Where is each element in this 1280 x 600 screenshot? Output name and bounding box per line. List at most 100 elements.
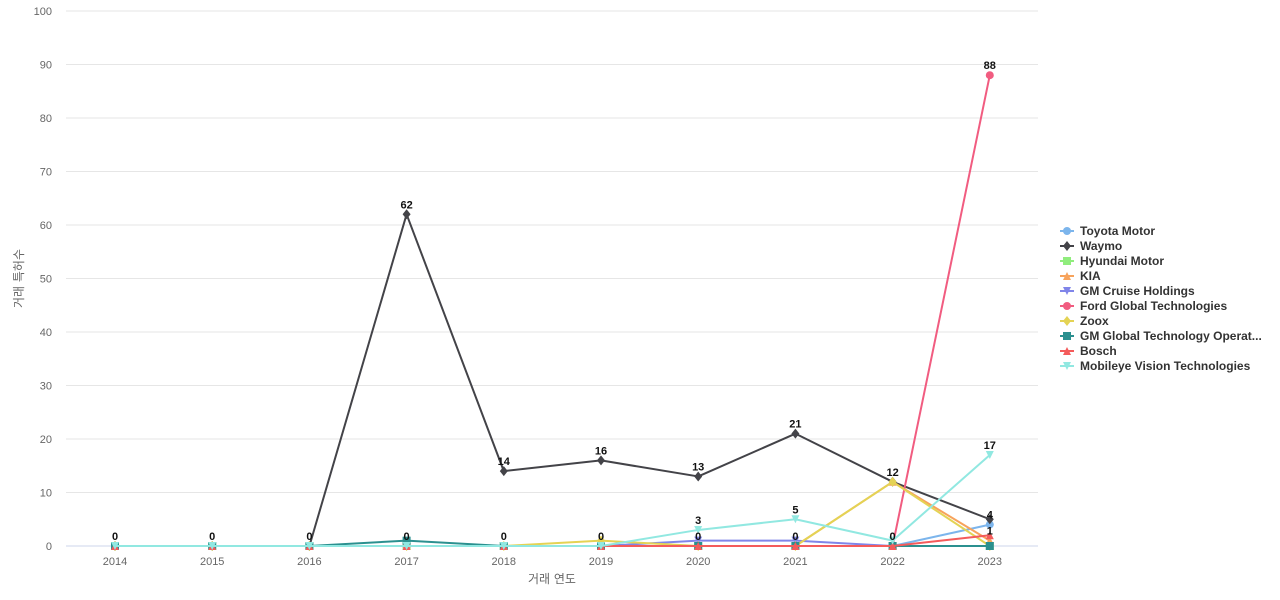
series-kia xyxy=(111,477,994,550)
legend-marker xyxy=(1063,257,1071,265)
data-point xyxy=(888,542,897,550)
y-tick-label: 100 xyxy=(34,6,52,18)
data-labels: 0 0 0 62 0 14 0 16 0 13 3 0 21 5 0 12 0 88 17 4 1 xyxy=(112,60,996,543)
legend-label: Toyota Motor xyxy=(1080,224,1155,238)
x-tick-label: 2015 xyxy=(200,556,224,568)
data-label: 62 xyxy=(400,199,412,211)
data-label: 0 xyxy=(404,531,410,543)
legend-label: KIA xyxy=(1080,269,1101,283)
legend-label: Bosch xyxy=(1080,344,1117,358)
legend-item[interactable]: Hyundai Motor xyxy=(1060,254,1164,268)
data-point xyxy=(694,525,703,534)
data-label: 4 xyxy=(987,510,994,522)
data-label: 0 xyxy=(598,531,604,543)
y-tick-label: 30 xyxy=(40,381,52,393)
x-axis-title: 거래 연도 xyxy=(528,572,576,586)
legend-label: Hyundai Motor xyxy=(1080,254,1164,268)
data-point xyxy=(597,542,605,550)
data-point xyxy=(888,476,897,487)
legend-item[interactable]: Waymo xyxy=(1060,239,1122,253)
data-point xyxy=(791,536,800,545)
legend-item[interactable]: Bosch xyxy=(1060,344,1117,358)
series-line xyxy=(115,74,991,547)
data-point xyxy=(985,542,994,550)
data-label: 17 xyxy=(984,440,996,452)
series-line xyxy=(115,213,991,547)
data-label: 5 xyxy=(792,504,798,516)
x-tick-label: 2019 xyxy=(589,556,613,568)
y-tick-label: 60 xyxy=(40,220,52,232)
y-tick-label: 10 xyxy=(40,488,52,500)
legend-item[interactable]: Toyota Motor xyxy=(1060,224,1155,238)
legend-marker xyxy=(1063,241,1071,251)
series-lines xyxy=(111,71,994,551)
data-point xyxy=(402,536,411,545)
legend-label: GM Global Technology Operat... xyxy=(1080,329,1262,343)
x-tick-label: 2021 xyxy=(783,556,807,568)
series-line xyxy=(115,480,991,547)
y-tick-label: 70 xyxy=(40,167,52,179)
legend-item[interactable]: GM Cruise Holdings xyxy=(1060,284,1195,298)
data-point xyxy=(985,514,994,525)
legend-marker xyxy=(1063,362,1071,370)
x-tick-label: 2022 xyxy=(880,556,904,568)
data-point xyxy=(985,520,994,529)
legend-item[interactable]: Zoox xyxy=(1060,314,1109,328)
legend-marker xyxy=(1063,227,1071,235)
y-tick-label: 50 xyxy=(40,274,52,286)
legend-label: GM Cruise Holdings xyxy=(1080,284,1195,298)
series-ford-global-technologies xyxy=(111,71,994,550)
legend-label: Zoox xyxy=(1080,314,1109,328)
data-point xyxy=(208,542,217,550)
data-label: 0 xyxy=(209,531,215,543)
data-point xyxy=(111,542,119,550)
series-waymo xyxy=(111,209,994,551)
data-label: 88 xyxy=(984,60,996,72)
data-label: 0 xyxy=(306,531,312,543)
data-point xyxy=(791,542,800,550)
data-label: 13 xyxy=(692,461,704,473)
data-point xyxy=(305,542,314,550)
x-tick-label: 2017 xyxy=(394,556,418,568)
legend-item[interactable]: Mobileye Vision Technologies xyxy=(1060,359,1251,373)
data-point xyxy=(888,536,897,545)
x-tick-label: 2016 xyxy=(297,556,321,568)
data-point xyxy=(694,536,703,545)
data-label: 14 xyxy=(498,456,511,468)
data-point xyxy=(791,515,800,524)
y-tick-label: 0 xyxy=(46,541,52,553)
legend-label: Ford Global Technologies xyxy=(1080,299,1227,313)
x-tick-label: 2023 xyxy=(978,556,1002,568)
y-tick-label: 20 xyxy=(40,434,52,446)
series-zoox xyxy=(111,476,994,551)
legend-marker xyxy=(1063,316,1071,326)
data-point xyxy=(985,451,994,460)
legend-marker xyxy=(1063,272,1071,280)
data-label: 12 xyxy=(886,467,898,479)
data-label: 21 xyxy=(789,419,801,431)
data-point xyxy=(499,466,508,477)
data-point xyxy=(499,542,508,550)
y-tick-label: 80 xyxy=(40,113,52,125)
legend-marker xyxy=(1063,302,1071,310)
data-point xyxy=(597,455,605,466)
x-tick-label: 2014 xyxy=(103,556,127,568)
y-tick-label: 40 xyxy=(40,327,52,339)
series-line xyxy=(115,454,991,547)
series-line xyxy=(115,480,991,547)
legend-item[interactable]: GM Global Technology Operat... xyxy=(1060,329,1262,343)
data-label: 0 xyxy=(890,531,896,543)
legend-item[interactable]: KIA xyxy=(1060,269,1101,283)
data-point xyxy=(694,542,703,550)
data-label: 16 xyxy=(595,445,607,457)
x-tick-label: 2020 xyxy=(686,556,710,568)
data-label: 3 xyxy=(695,515,701,527)
data-label: 0 xyxy=(501,531,507,543)
legend-marker xyxy=(1063,332,1071,340)
data-label: 0 xyxy=(112,531,118,543)
legend-item[interactable]: Ford Global Technologies xyxy=(1060,299,1227,313)
data-point xyxy=(402,209,411,220)
series-mobileye-vision-technologies xyxy=(111,451,994,550)
y-axis-title: 거래 특허수 xyxy=(12,249,26,308)
